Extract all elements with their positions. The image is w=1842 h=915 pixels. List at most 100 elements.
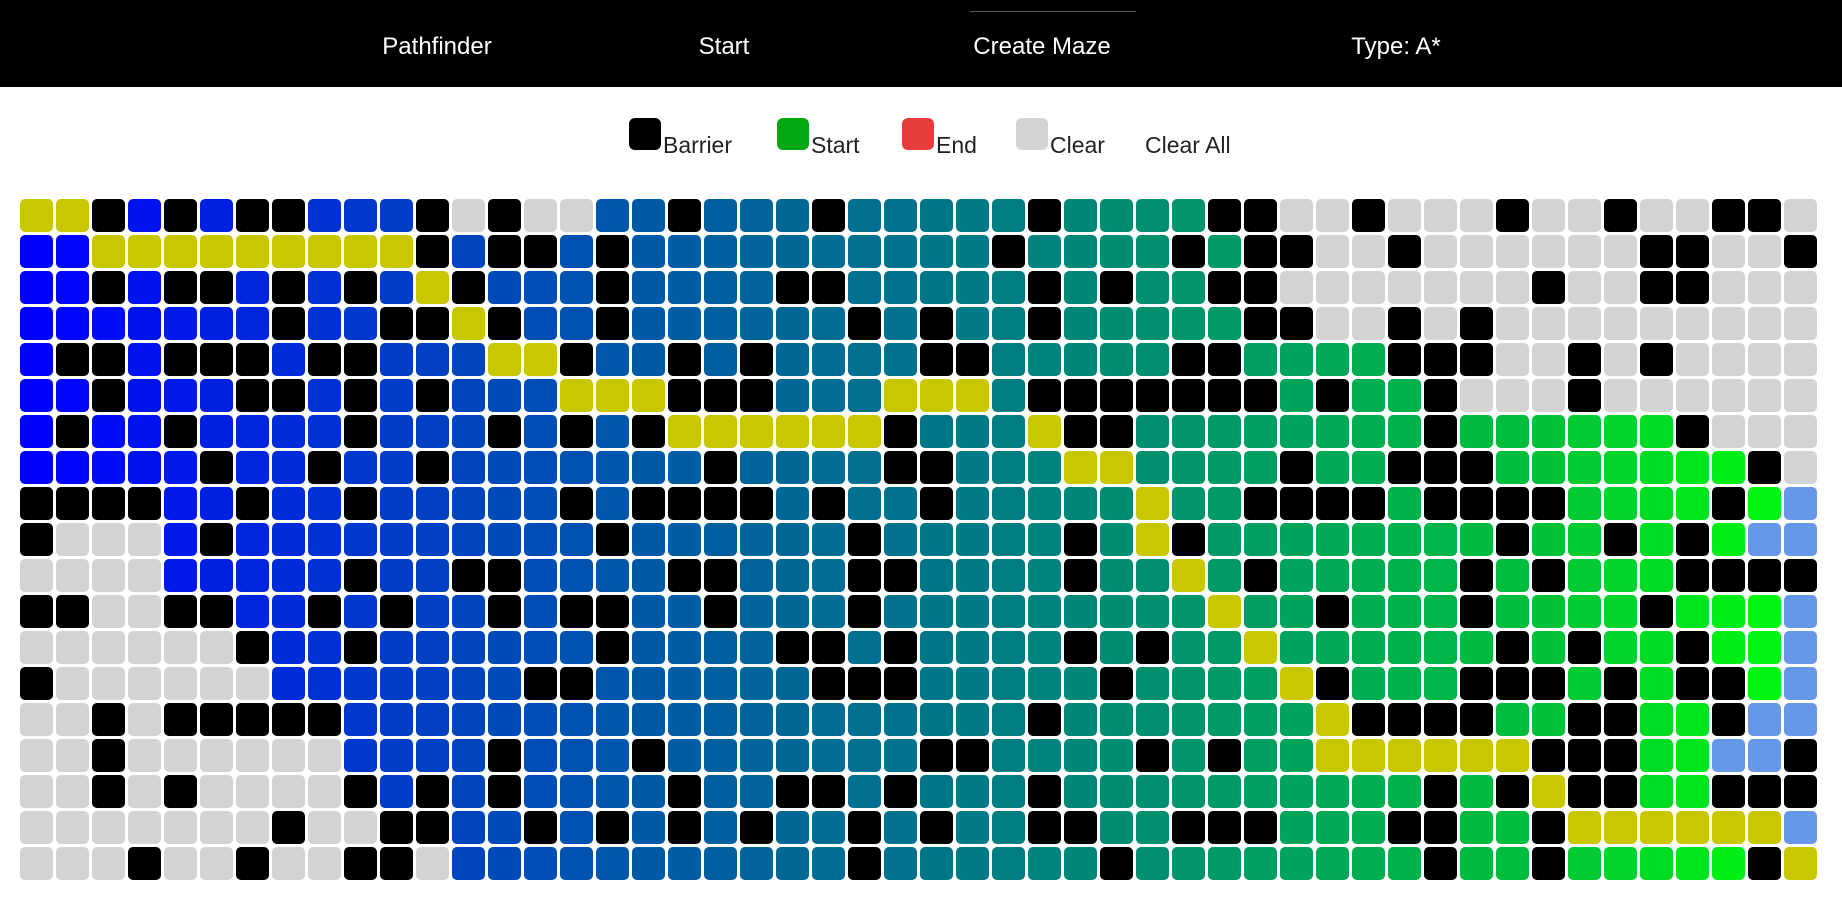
path-cell[interactable] — [1640, 811, 1673, 844]
visited-cell[interactable] — [776, 595, 809, 628]
path-cell[interactable] — [524, 343, 557, 376]
visited-cell[interactable] — [1136, 667, 1169, 700]
visited-cell[interactable] — [812, 739, 845, 772]
visited-cell[interactable] — [1640, 559, 1673, 592]
barrier-cell[interactable] — [1208, 379, 1241, 412]
empty-cell[interactable] — [1712, 271, 1745, 304]
barrier-cell[interactable] — [416, 451, 449, 484]
visited-cell[interactable] — [20, 307, 53, 340]
barrier-cell[interactable] — [1136, 631, 1169, 664]
visited-cell[interactable] — [704, 703, 737, 736]
visited-cell[interactable] — [776, 559, 809, 592]
barrier-cell[interactable] — [1640, 595, 1673, 628]
visited-cell[interactable] — [668, 703, 701, 736]
empty-cell[interactable] — [236, 739, 269, 772]
visited-cell[interactable] — [416, 703, 449, 736]
visited-cell[interactable] — [1640, 631, 1673, 664]
empty-cell[interactable] — [1496, 271, 1529, 304]
visited-cell[interactable] — [812, 847, 845, 880]
visited-cell[interactable] — [272, 415, 305, 448]
barrier-cell[interactable] — [1568, 343, 1601, 376]
algorithm-type-dropdown[interactable]: Type: A* — [1351, 33, 1441, 60]
visited-cell[interactable] — [920, 235, 953, 268]
visited-cell[interactable] — [776, 811, 809, 844]
visited-cell[interactable] — [740, 271, 773, 304]
visited-cell[interactable] — [956, 595, 989, 628]
empty-cell[interactable] — [1748, 415, 1781, 448]
empty-cell[interactable] — [1604, 271, 1637, 304]
barrier-cell[interactable] — [1640, 271, 1673, 304]
visited-cell[interactable] — [668, 631, 701, 664]
visited-cell[interactable] — [488, 847, 521, 880]
barrier-cell[interactable] — [740, 379, 773, 412]
visited-cell[interactable] — [1028, 847, 1061, 880]
barrier-cell[interactable] — [56, 487, 89, 520]
visited-cell[interactable] — [20, 379, 53, 412]
empty-cell[interactable] — [1424, 271, 1457, 304]
visited-cell[interactable] — [668, 595, 701, 628]
path-cell[interactable] — [452, 307, 485, 340]
visited-cell[interactable] — [524, 523, 557, 556]
empty-cell[interactable] — [92, 523, 125, 556]
visited-cell[interactable] — [1280, 847, 1313, 880]
barrier-cell[interactable] — [20, 595, 53, 628]
visited-cell[interactable] — [1028, 667, 1061, 700]
barrier-cell[interactable] — [1424, 703, 1457, 736]
barrier-cell[interactable] — [92, 271, 125, 304]
barrier-cell[interactable] — [1028, 811, 1061, 844]
visited-cell[interactable] — [1100, 235, 1133, 268]
empty-cell[interactable] — [92, 631, 125, 664]
visited-cell[interactable] — [632, 199, 665, 232]
visited-cell[interactable] — [1136, 775, 1169, 808]
empty-cell[interactable] — [1532, 307, 1565, 340]
barrier-cell[interactable] — [884, 667, 917, 700]
barrier-cell[interactable] — [1028, 775, 1061, 808]
visited-cell[interactable] — [884, 307, 917, 340]
visited-cell[interactable] — [1316, 847, 1349, 880]
visited-cell[interactable] — [740, 595, 773, 628]
visited-cell[interactable] — [308, 487, 341, 520]
visited-cell[interactable] — [308, 379, 341, 412]
empty-cell[interactable] — [1748, 235, 1781, 268]
visited-cell[interactable] — [1316, 343, 1349, 376]
open-cell[interactable] — [1784, 487, 1817, 520]
visited-cell[interactable] — [920, 559, 953, 592]
visited-cell[interactable] — [1676, 775, 1709, 808]
barrier-cell[interactable] — [488, 235, 521, 268]
visited-cell[interactable] — [1676, 739, 1709, 772]
visited-cell[interactable] — [632, 811, 665, 844]
visited-cell[interactable] — [308, 631, 341, 664]
visited-cell[interactable] — [1244, 775, 1277, 808]
path-cell[interactable] — [1496, 739, 1529, 772]
visited-cell[interactable] — [380, 271, 413, 304]
barrier-cell[interactable] — [1496, 487, 1529, 520]
barrier-cell[interactable] — [380, 811, 413, 844]
barrier-cell[interactable] — [1748, 451, 1781, 484]
barrier-cell[interactable] — [1244, 199, 1277, 232]
barrier-cell[interactable] — [92, 199, 125, 232]
empty-cell[interactable] — [20, 631, 53, 664]
path-cell[interactable] — [1316, 703, 1349, 736]
visited-cell[interactable] — [1280, 379, 1313, 412]
visited-cell[interactable] — [1460, 847, 1493, 880]
visited-cell[interactable] — [380, 739, 413, 772]
empty-cell[interactable] — [1532, 379, 1565, 412]
visited-cell[interactable] — [20, 235, 53, 268]
barrier-cell[interactable] — [1712, 775, 1745, 808]
visited-cell[interactable] — [1532, 415, 1565, 448]
barrier-cell[interactable] — [164, 199, 197, 232]
barrier-cell[interactable] — [1496, 775, 1529, 808]
barrier-cell[interactable] — [704, 451, 737, 484]
path-cell[interactable] — [884, 379, 917, 412]
visited-cell[interactable] — [1064, 199, 1097, 232]
empty-cell[interactable] — [1784, 379, 1817, 412]
visited-cell[interactable] — [272, 487, 305, 520]
visited-cell[interactable] — [1388, 667, 1421, 700]
barrier-cell[interactable] — [1604, 739, 1637, 772]
barrier-cell[interactable] — [344, 847, 377, 880]
visited-cell[interactable] — [1136, 811, 1169, 844]
visited-cell[interactable] — [884, 487, 917, 520]
visited-cell[interactable] — [1496, 451, 1529, 484]
empty-cell[interactable] — [128, 775, 161, 808]
empty-cell[interactable] — [236, 775, 269, 808]
